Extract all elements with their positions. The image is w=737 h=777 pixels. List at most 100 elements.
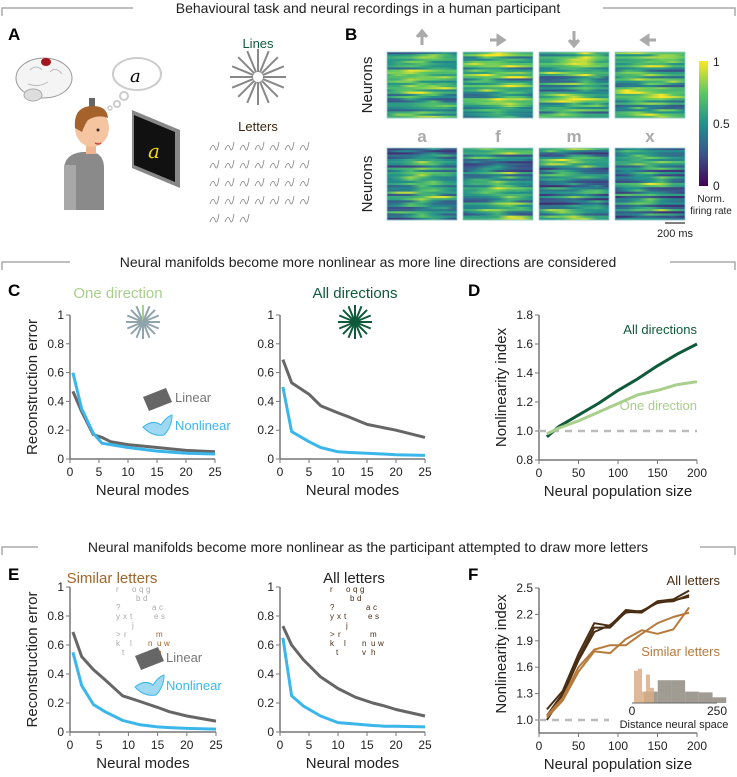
heatmap-row xyxy=(615,87,685,90)
x-tick-label: 200 xyxy=(687,739,707,753)
heatmap-row xyxy=(387,182,457,186)
letter-glyph: r xyxy=(330,585,333,594)
y-tick-label: 0.6 xyxy=(47,638,64,652)
linear-plane-icon xyxy=(143,388,172,411)
heatmap-row xyxy=(387,107,457,110)
heatmap-row xyxy=(387,58,457,62)
y-tick-label: 0.8 xyxy=(257,337,274,351)
x-tick-label: 20 xyxy=(389,738,403,752)
heatmap xyxy=(386,147,458,221)
heatmap-row xyxy=(387,85,457,88)
heatmap xyxy=(538,51,610,119)
heatmap-row xyxy=(387,148,457,151)
letter-glyph: n xyxy=(362,639,366,648)
heatmap-row xyxy=(387,63,457,66)
direction-line xyxy=(142,321,156,335)
direction-line xyxy=(258,81,270,104)
heatmap-row xyxy=(463,111,533,114)
heatmap-row xyxy=(387,187,457,190)
left-arrow-icon xyxy=(639,33,656,47)
direction-line xyxy=(262,77,285,89)
heatmap-row xyxy=(387,180,457,184)
heatmap-row xyxy=(539,52,609,55)
heatmap-row xyxy=(615,185,685,188)
heatmap-row xyxy=(387,200,457,203)
panel-label-a: A xyxy=(8,25,20,44)
x-tick-label: 15 xyxy=(360,738,374,752)
heatmap-border xyxy=(614,147,686,221)
heatmap-row xyxy=(615,180,685,184)
heatmap-row xyxy=(615,111,685,114)
heatmap-row xyxy=(615,65,685,68)
letter-trace xyxy=(239,177,250,187)
letter-glyph: a xyxy=(366,603,371,612)
heatmap-row xyxy=(615,206,685,210)
y-tick-label: 1.8 xyxy=(516,308,533,322)
section-header-3: Neural manifolds become more nonlinear a… xyxy=(1,539,736,555)
y-tick-label: 1.4 xyxy=(516,366,533,380)
letter-glyph: e xyxy=(368,612,373,621)
up-arrow-icon xyxy=(415,28,429,45)
heatmap-row xyxy=(615,152,685,155)
heatmap-row xyxy=(463,206,533,210)
letter-trace xyxy=(269,177,280,187)
heatmap-row xyxy=(615,189,685,192)
letter-glyph: b xyxy=(350,594,355,603)
heatmap-row xyxy=(615,80,685,84)
heatmap-row xyxy=(615,163,685,166)
x-tick-label: 50 xyxy=(572,739,586,753)
heatmap-row xyxy=(615,107,685,110)
heatmap-row xyxy=(387,54,457,57)
heatmap-row xyxy=(615,200,685,203)
distance-histogram-inset xyxy=(632,668,727,704)
heatmap-row xyxy=(463,161,533,164)
y-tick-label: 0.8 xyxy=(47,337,64,351)
heatmap-row xyxy=(387,204,457,208)
heatmap-row xyxy=(615,172,685,175)
y-axis-label: Reconstruction error xyxy=(24,592,41,728)
letter-glyph: j xyxy=(345,621,348,630)
x-tick-label: 25 xyxy=(208,465,222,479)
y-tick-label: 1 xyxy=(57,308,64,322)
heatmap-row xyxy=(463,198,533,201)
direction-line xyxy=(354,321,372,330)
heatmap-row xyxy=(539,96,609,99)
letter-glyph: > xyxy=(116,630,121,639)
screen-letter: a xyxy=(148,139,160,163)
y-tick-label: 2.5 xyxy=(516,581,533,595)
direction-line xyxy=(354,321,368,335)
y-tick-label: 1 xyxy=(267,580,274,594)
section-header-2: Neural manifolds become more nonlinear a… xyxy=(1,254,736,270)
heatmap-row xyxy=(615,161,685,164)
heatmap-row xyxy=(539,172,609,175)
heatmap-row xyxy=(539,93,609,97)
direction-line xyxy=(135,305,144,323)
heatmap-row xyxy=(387,213,457,216)
heatmap-row xyxy=(463,167,533,171)
x-tick-label: 150 xyxy=(647,739,667,753)
heatmap-row xyxy=(463,91,533,95)
letter-glyph: > xyxy=(330,630,335,639)
heatmap-row xyxy=(387,82,457,86)
heatmap-row xyxy=(615,109,685,112)
heatmap-row xyxy=(615,113,685,117)
heatmap-row xyxy=(539,185,609,188)
heatmap-row xyxy=(539,102,609,106)
heatmap-row xyxy=(387,206,457,210)
thought-letter: a xyxy=(130,66,141,87)
heatmap-row xyxy=(539,65,609,68)
heatmap-border xyxy=(386,51,458,119)
nonlinear-manifold-icon xyxy=(134,674,165,696)
letter-trace xyxy=(254,177,265,187)
letter-glyph: u xyxy=(371,639,375,648)
heatmap-row xyxy=(463,156,533,160)
heatmap-row xyxy=(539,215,609,219)
letter-trace xyxy=(269,141,280,151)
heatmap-row xyxy=(539,89,609,92)
heatmap-row xyxy=(539,111,609,114)
letter-glyph: u xyxy=(157,639,161,648)
heatmap-row xyxy=(387,152,457,155)
heatmap-row xyxy=(539,213,609,216)
heatmap-row xyxy=(539,165,609,168)
